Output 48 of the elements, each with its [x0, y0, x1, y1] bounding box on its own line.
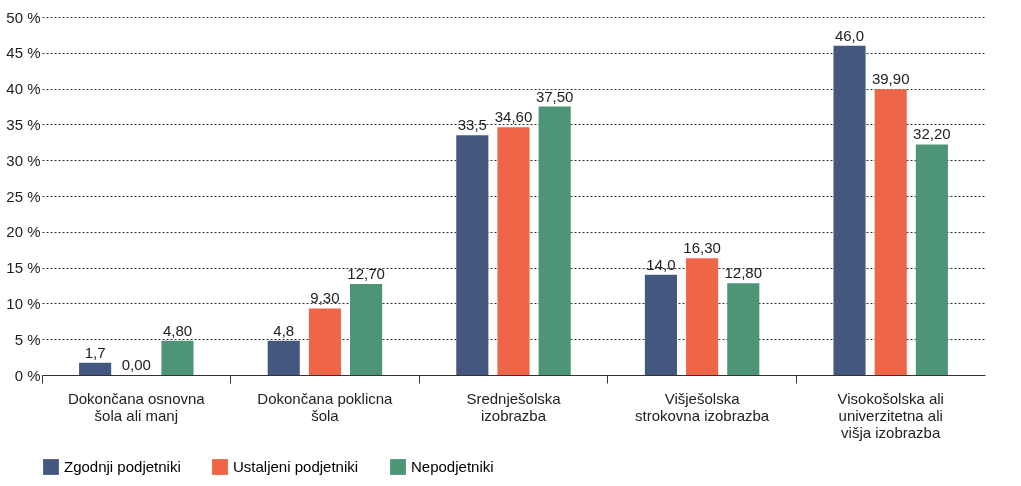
- data-label: 32,20: [913, 125, 951, 143]
- x-tick-label: Dokončana poklicna šola: [257, 389, 394, 424]
- y-tick-label: 20 %: [6, 223, 41, 241]
- x-tick-label: Srednješolska izobrazba: [466, 389, 562, 424]
- x-tick-label: Dokončana osnovna šola ali manj: [67, 389, 206, 424]
- bar: [686, 258, 719, 375]
- bar: [538, 106, 571, 375]
- y-tick-label: 40 %: [6, 80, 41, 98]
- y-tick-label: 5 %: [14, 330, 41, 348]
- bar: [267, 340, 300, 375]
- data-label: 39,90: [871, 70, 910, 88]
- legend-label: Zgodnji podjetniki: [64, 458, 181, 475]
- data-label: 12,70: [347, 265, 385, 283]
- y-tick-label: 35 %: [6, 115, 41, 133]
- bar: [350, 284, 383, 375]
- data-label: 16,30: [683, 239, 721, 257]
- y-tick-label: 10 %: [6, 294, 41, 312]
- data-label: 34,60: [494, 108, 533, 126]
- data-label: 46,0: [834, 26, 865, 44]
- bar: [79, 362, 112, 375]
- y-tick-label: 45 %: [6, 44, 41, 62]
- bar: [497, 127, 530, 375]
- data-label: 12,80: [724, 264, 763, 282]
- x-tick-label: Višješolska strokovna izobrazba: [634, 389, 770, 424]
- bar: [456, 135, 489, 375]
- bar: [727, 283, 760, 375]
- y-tick-label: 30 %: [6, 151, 41, 169]
- data-label: 4,80: [162, 321, 193, 339]
- data-label: 9,30: [310, 289, 340, 307]
- x-tick-label: Visokošolska ali univerzitetna ali višja izobrazba: [837, 389, 944, 441]
- bar: [915, 144, 948, 375]
- bar: [308, 308, 341, 375]
- bar: [161, 340, 194, 375]
- y-tick-label: 0 %: [14, 366, 41, 384]
- y-tick-label: 25 %: [6, 187, 41, 205]
- data-label: 14,0: [646, 255, 676, 273]
- bar: [874, 89, 907, 375]
- data-label: 37,50: [535, 87, 574, 105]
- data-label: 4,8: [273, 321, 295, 339]
- bar: [833, 45, 866, 375]
- data-label: 1,7: [84, 343, 106, 361]
- legend-label: Ustaljeni podjetniki: [233, 458, 359, 475]
- data-label: 33,5: [457, 116, 487, 134]
- y-tick-label: 15 %: [6, 259, 41, 277]
- legend-label: Nepodjetniki: [411, 458, 494, 475]
- data-label: 0,00: [121, 356, 151, 373]
- y-tick-label: 50 %: [6, 8, 41, 26]
- bar: [644, 274, 677, 375]
